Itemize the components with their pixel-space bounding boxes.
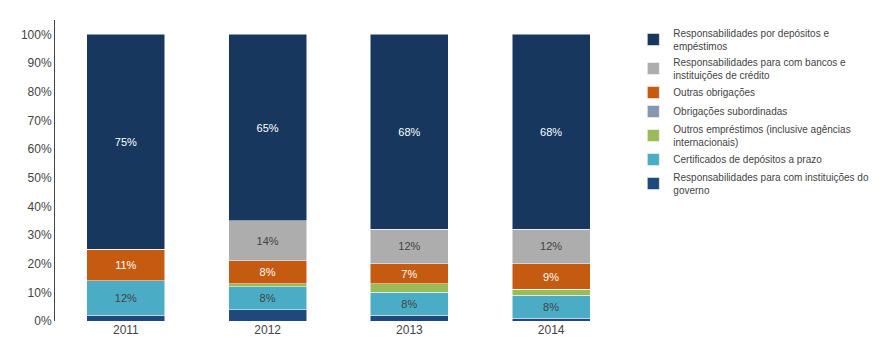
svg-text:40%: 40% — [28, 200, 52, 214]
svg-text:70%: 70% — [28, 114, 52, 128]
svg-text:Responsabilidades para com ins: Responsabilidades para com instituições … — [673, 172, 869, 196]
svg-text:0%: 0% — [34, 314, 52, 328]
svg-text:68%: 68% — [398, 126, 420, 138]
svg-text:Outros empréstimos (inclusive: Outros empréstimos (inclusive agênciasin… — [673, 124, 850, 148]
svg-text:20%: 20% — [28, 257, 52, 271]
svg-text:Obrigações subordinadas: Obrigações subordinadas — [673, 106, 787, 117]
svg-text:8%: 8% — [401, 298, 417, 310]
svg-text:14%: 14% — [257, 235, 279, 247]
svg-text:80%: 80% — [28, 85, 52, 99]
svg-text:30%: 30% — [28, 228, 52, 242]
svg-text:90%: 90% — [28, 56, 52, 70]
svg-text:10%: 10% — [28, 286, 52, 300]
svg-text:60%: 60% — [28, 142, 52, 156]
svg-text:7%: 7% — [401, 268, 417, 280]
svg-text:2012: 2012 — [254, 323, 281, 337]
svg-text:8%: 8% — [260, 292, 276, 304]
svg-text:Responsabilidades para com ban: Responsabilidades para com bancos einsti… — [673, 57, 846, 81]
svg-text:8%: 8% — [260, 266, 276, 278]
svg-text:Outras obrigações: Outras obrigações — [673, 87, 755, 98]
svg-text:2011: 2011 — [113, 323, 139, 337]
svg-text:2013: 2013 — [396, 323, 423, 337]
svg-text:8%: 8% — [543, 301, 559, 313]
svg-text:68%: 68% — [540, 126, 562, 138]
svg-text:12%: 12% — [115, 292, 137, 304]
svg-text:12%: 12% — [540, 240, 562, 252]
svg-text:11%: 11% — [115, 259, 136, 271]
svg-text:65%: 65% — [257, 122, 279, 134]
svg-text:50%: 50% — [28, 171, 52, 185]
svg-text:75%: 75% — [115, 136, 137, 148]
svg-text:12%: 12% — [398, 240, 420, 252]
svg-text:Responsabilidades por depósito: Responsabilidades por depósitos eempésti… — [673, 28, 829, 52]
svg-text:100%: 100% — [21, 28, 52, 42]
svg-text:Certificados de depósitos a pr: Certificados de depósitos a prazo — [673, 154, 822, 165]
svg-text:9%: 9% — [543, 271, 559, 283]
svg-text:2014: 2014 — [538, 323, 565, 337]
